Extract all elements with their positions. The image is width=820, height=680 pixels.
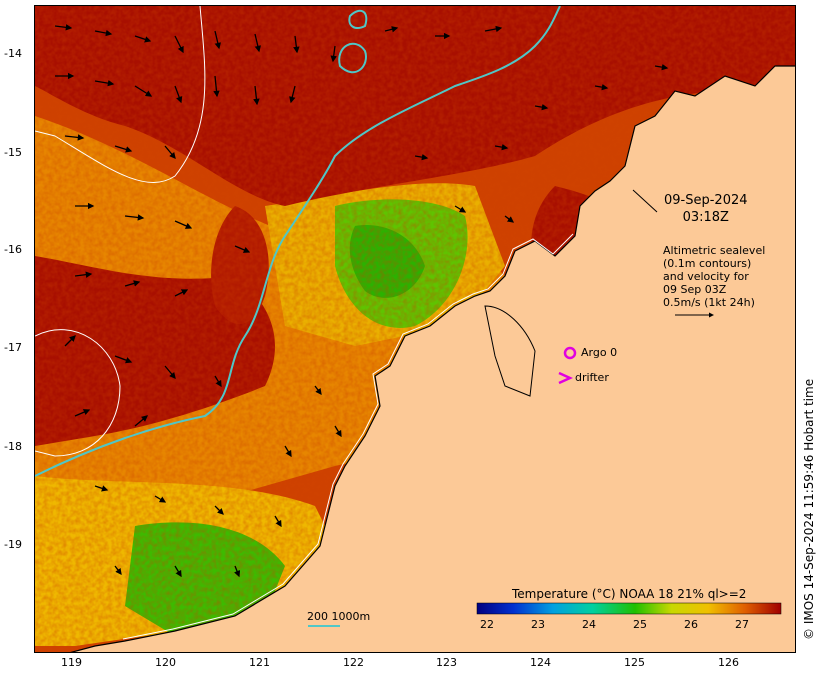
lat-label: -15 xyxy=(4,146,22,159)
colorbar-title: Temperature (°C) NOAA 18 21% ql>=2 xyxy=(512,587,747,601)
sealevel-contour-west xyxy=(35,329,121,457)
lat-label: -14 xyxy=(4,47,22,60)
colorbar-tick: 22 xyxy=(480,618,494,631)
observation-time: 03:18Z xyxy=(682,210,729,225)
land-mass xyxy=(70,65,795,652)
isobath-contour xyxy=(35,6,561,477)
lon-label: 126 xyxy=(718,656,739,669)
lon-label: 120 xyxy=(155,656,176,669)
observation-date: 09-Sep-2024 xyxy=(664,193,748,208)
legend-line: 09 Sep 03Z xyxy=(663,283,727,296)
date-pointer-line xyxy=(632,189,658,213)
coast-fringe xyxy=(122,233,574,640)
copyright-stamp: © IMOS 14-Sep-2024 11:59:46 Hobart time xyxy=(802,378,816,640)
legend-line: (0.1m contours) xyxy=(663,257,752,270)
lat-label: -19 xyxy=(4,538,22,551)
colorbar-tick: 25 xyxy=(633,618,647,631)
colorbar-tick: 26 xyxy=(684,618,698,631)
scale-label: 200 1000m xyxy=(307,610,371,623)
isobath-contour-north xyxy=(338,42,367,74)
colorbar-tick: 24 xyxy=(582,618,596,631)
argo-marker-icon xyxy=(563,346,577,360)
drifter-marker-icon xyxy=(558,371,574,385)
sealevel-contour-north xyxy=(35,6,206,183)
land-inlet xyxy=(484,305,536,397)
sealevel-legend: Altimetric sealevel (0.1m contours) and … xyxy=(663,244,765,309)
sst-map xyxy=(35,6,795,652)
legend-line: 0.5m/s (1kt 24h) xyxy=(663,296,755,309)
lon-label: 125 xyxy=(624,656,645,669)
observation-timestamp: 09-Sep-2024 03:18Z xyxy=(664,192,748,226)
lon-label: 119 xyxy=(61,656,82,669)
colorbar xyxy=(476,602,782,615)
lon-label: 123 xyxy=(436,656,457,669)
velocity-arrows xyxy=(54,24,669,578)
lon-label: 121 xyxy=(249,656,270,669)
legend-line: and velocity for xyxy=(663,270,749,283)
legend-line: Altimetric sealevel xyxy=(663,244,766,257)
isobath-contour-top xyxy=(348,9,368,29)
lat-label: -16 xyxy=(4,243,22,256)
map-frame xyxy=(34,5,796,653)
lat-label: -17 xyxy=(4,341,22,354)
lon-label: 122 xyxy=(343,656,364,669)
lat-label: -18 xyxy=(4,440,22,453)
colorbar-tick: 27 xyxy=(735,618,749,631)
argo-label: Argo 0 xyxy=(581,346,618,359)
colorbar-tick: 23 xyxy=(531,618,545,631)
lon-label: 124 xyxy=(530,656,551,669)
drifter-label: drifter xyxy=(575,371,609,384)
